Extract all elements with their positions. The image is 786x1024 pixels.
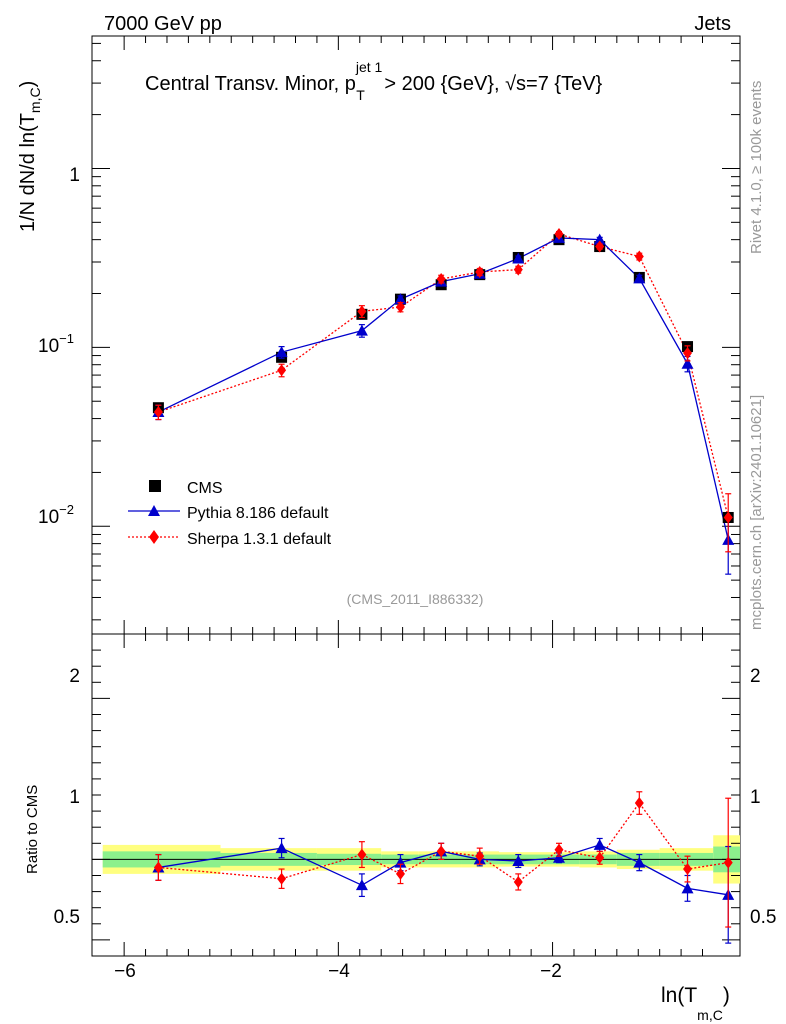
legend-pythia-label: Pythia 8.186 default — [187, 505, 329, 522]
ratio-sherpa-point-3 — [395, 867, 405, 880]
sherpa-point-6 — [513, 263, 523, 276]
title-sub: T — [356, 87, 365, 103]
sherpa-point-9 — [634, 250, 644, 263]
ratio-ytick-label-2: 2 — [69, 666, 80, 687]
ratio-sherpa-point-10 — [683, 863, 693, 876]
ratio-sherpa-point-9 — [634, 797, 644, 810]
pythia-point-8 — [593, 233, 606, 245]
title-main: Central Transv. Minor, p — [145, 73, 356, 95]
pythia-point-3 — [394, 293, 407, 305]
pythia-point-9 — [633, 272, 646, 284]
pythia-point-1 — [275, 346, 288, 358]
ratio-panel-frame — [91, 633, 741, 957]
sherpa-point-11 — [723, 511, 733, 524]
xtick-label-m4: −4 — [328, 961, 350, 982]
ratio-sherpa-point-4 — [436, 845, 446, 858]
ratio-pythia-point-7 — [552, 851, 565, 863]
ratio-pythia-point-6 — [512, 855, 525, 867]
legend: CMS Pythia 8.186 default Sherpa 1.3.1 de… — [128, 480, 332, 548]
header-energy: 7000 GeV pp — [104, 13, 222, 35]
ratio-pythia-point-2 — [355, 879, 368, 891]
ratio-pythia-point-10 — [681, 882, 694, 894]
ratio-sherpa-point-8 — [595, 851, 605, 864]
ratio-pythia-point-8 — [593, 838, 606, 850]
pythia-point-2 — [355, 324, 368, 336]
ratio-sherpa-point-11 — [723, 856, 733, 869]
ratio-sherpa-line — [158, 801, 729, 883]
ratio-sherpa-point-6 — [513, 875, 523, 888]
ratio-uncertainty-bands — [92, 835, 740, 884]
ratio-pythia-point-9 — [633, 856, 646, 868]
legend-sherpa-label: Sherpa 1.3.1 default — [187, 531, 332, 548]
legend-pythia-marker — [148, 505, 160, 516]
xtick-label-m2: −2 — [540, 961, 562, 982]
ratio-pythia-point-1 — [275, 842, 288, 854]
sherpa-point-4 — [436, 273, 446, 286]
ratio-ytick-label-0.5-right: 0.5 — [750, 907, 776, 928]
ratio-ytick-label-0.5: 0.5 — [54, 907, 80, 928]
ratio-pythia-point-3 — [394, 856, 407, 868]
ratio-pythia-line — [158, 844, 729, 896]
mcplots-label: mcplots.cern.ch [arXiv:2401.10621] — [748, 395, 765, 630]
ratio-ytick-label-1: 1 — [69, 787, 80, 808]
ytick-label-1: 1 — [69, 165, 80, 186]
ratio-sherpa-point-1 — [277, 872, 287, 885]
axis-ticks — [92, 36, 740, 956]
header-jets: Jets — [694, 13, 731, 35]
data-marks — [152, 228, 735, 944]
legend-cms-label: CMS — [187, 480, 223, 497]
ytick-label-0.1: 10−1 — [38, 331, 74, 357]
title-rest: > 200 {GeV}, √s=7 {TeV} — [379, 73, 603, 95]
ratio-ytick-label-1-right: 1 — [750, 787, 761, 808]
xtick-label-m6: −6 — [114, 961, 136, 982]
pythia-point-6 — [512, 252, 525, 264]
legend-cms-marker — [149, 480, 161, 492]
rivet-label: Rivet 4.1.0, ≥ 100k events — [748, 81, 765, 254]
sherpa-point-0 — [153, 406, 163, 419]
sherpa-point-10 — [683, 347, 693, 360]
ratio-ytick-label-2-right: 2 — [750, 666, 761, 687]
plot-title: Central Transv. Minor, pjet 1 T > 200 {Ge… — [145, 59, 603, 103]
x-axis-label: ln(Tm,C) — [661, 984, 730, 1023]
sherpa-point-2 — [357, 305, 367, 318]
sherpa-point-7 — [554, 228, 564, 241]
sherpa-point-5 — [475, 265, 485, 278]
ratio-sherpa-point-2 — [357, 848, 367, 861]
ratio-sherpa-point-5 — [475, 850, 485, 863]
ytick-label-0.01: 10−2 — [38, 502, 74, 528]
pythia-line — [158, 237, 729, 540]
ratio-sherpa-point-0 — [153, 861, 163, 874]
pythia-point-10 — [681, 357, 694, 369]
sherpa-point-1 — [277, 364, 287, 377]
sherpa-line — [158, 233, 729, 518]
analysis-id: (CMS_2011_I886332) — [347, 591, 484, 607]
ratio-sherpa-point-7 — [554, 843, 564, 856]
ratio-y-axis-label: Ratio to CMS — [24, 785, 41, 874]
legend-sherpa-marker — [149, 530, 159, 544]
title-sup: jet 1 — [355, 59, 383, 75]
sherpa-point-8 — [595, 240, 605, 253]
y-axis-label: 1/N dN/d ln(Tm,C) — [17, 81, 43, 232]
sherpa-point-3 — [395, 301, 405, 314]
